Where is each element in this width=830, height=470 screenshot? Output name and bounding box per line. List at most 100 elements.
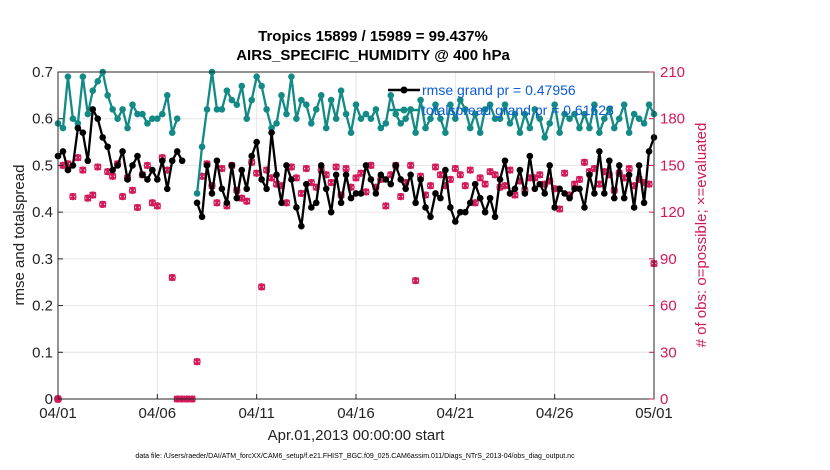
series-point (193, 190, 201, 197)
series-point (615, 115, 623, 123)
x-tick-label: 04/06 (139, 405, 177, 422)
series-point (561, 110, 568, 118)
series-point (630, 204, 638, 211)
y-right-tick-label: 120 (660, 204, 685, 221)
series-point (625, 171, 633, 179)
series-point (193, 199, 201, 207)
series-point (506, 190, 514, 197)
series-point (437, 115, 444, 123)
series-point (526, 124, 534, 132)
series-point (238, 166, 246, 174)
rmse-series (54, 106, 658, 230)
obs-evaluated-point (153, 202, 161, 210)
series-point (139, 171, 146, 179)
series-point (352, 101, 360, 108)
series-point (347, 194, 355, 202)
series-point (124, 124, 131, 132)
x-axis-ticks: 04/01 04/06 04/11 04/16 04/21 04/26 05/01 (39, 394, 673, 422)
series-point (159, 110, 166, 118)
series-point (397, 176, 405, 183)
series-point (139, 110, 146, 118)
chart-subtitle: AIRS_SPECIFIC_HUMIDITY @ 400 hPa (236, 47, 510, 64)
y-right-tick-label: 210 (660, 64, 685, 81)
series-point (327, 208, 335, 216)
x-tick-label: 04/01 (39, 405, 77, 422)
series-point (337, 199, 345, 207)
series-point (332, 171, 340, 179)
y-right-axis-label: # of obs: o=possible; ×=evaluated (693, 123, 710, 348)
series-point (144, 120, 151, 127)
series-point (283, 110, 290, 118)
obs-evaluated-point (426, 182, 435, 190)
obs-evaluated-point (327, 178, 335, 187)
series-point (476, 194, 484, 202)
series-point (159, 157, 166, 165)
series-point (233, 101, 241, 108)
obs-evaluated-point (128, 186, 137, 194)
series-point (422, 204, 429, 211)
obs-evaluated-point (625, 164, 633, 173)
obs-evaluated-point (501, 182, 509, 190)
series-point (129, 162, 136, 169)
obs-evaluated-point (109, 172, 117, 180)
obs-evaluated-point (412, 277, 420, 285)
series-point (610, 124, 618, 132)
series-point (317, 162, 325, 169)
series-point (457, 208, 464, 216)
series-point (248, 96, 255, 104)
series-point (417, 96, 424, 104)
series-point (601, 190, 608, 197)
series-point (84, 110, 92, 118)
series-point (432, 101, 439, 108)
series-point (392, 162, 400, 169)
series-point (447, 204, 454, 211)
series-point (243, 115, 251, 123)
series-point (551, 101, 558, 108)
y-tick-label: 0.1 (32, 344, 53, 361)
y-axis-ticks: 0 0.1 0.2 0.3 0.4 0.5 0.6 0.7 (32, 64, 63, 408)
obs-evaluated-point (481, 180, 489, 188)
legend-rmse-label: rmse grand pr = 0.47956 (422, 82, 576, 98)
series-point (74, 124, 82, 132)
legend: rmse grand pr = 0.47956 totalspread gran… (388, 82, 614, 118)
series-point (203, 106, 211, 113)
series-point (452, 218, 459, 225)
series-point (238, 82, 246, 90)
obs-evaluated-point (99, 200, 107, 208)
series-point (625, 129, 633, 137)
series-point (377, 171, 385, 179)
series-point (263, 185, 270, 193)
series-point (154, 115, 161, 123)
obs-evaluated-point (89, 191, 97, 199)
series-point (104, 92, 111, 99)
series-point (486, 194, 494, 202)
series-point (253, 138, 260, 146)
series-point (615, 162, 623, 169)
series-point (154, 176, 161, 183)
series-point (556, 129, 563, 137)
series-point (402, 185, 409, 193)
series-point (556, 185, 563, 193)
series-point (253, 73, 260, 80)
series-point (516, 166, 524, 174)
series-point (501, 101, 509, 108)
obs-evaluated-point (357, 169, 365, 177)
series-point (372, 106, 380, 113)
series-point (79, 129, 87, 137)
obs-evaluated-point (471, 199, 479, 207)
series-point (461, 208, 469, 216)
series-point (74, 120, 82, 127)
series-point (273, 171, 280, 179)
chart-title: Tropics 15899 / 15989 = 99.437% (258, 28, 488, 45)
x-tick-label: 04/26 (536, 405, 574, 422)
obs-evaluated-point (491, 171, 499, 179)
series-point (218, 185, 226, 193)
series-point (94, 78, 102, 85)
obs-evaluated-point (213, 199, 221, 207)
obs-evaluated-point (397, 193, 405, 201)
series-point (149, 115, 156, 123)
series-point (536, 115, 544, 123)
series-point (178, 157, 186, 165)
series-point (293, 204, 300, 211)
